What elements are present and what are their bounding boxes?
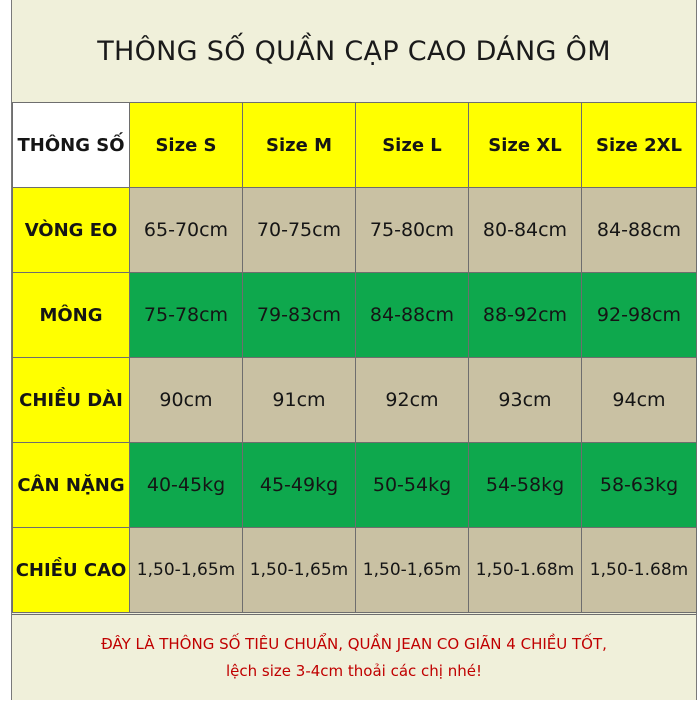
table-cell: 75-78cm [129,272,243,358]
table-cell: 94cm [581,357,697,443]
table-cell: 92cm [355,357,469,443]
row-label: CHIỀU CAO [12,527,130,613]
table-cell: 1,50-1.68m [468,527,582,613]
table-cell: 1,50-1,65m [242,527,356,613]
size-header: Size S [129,102,243,188]
row-label: CHIỀU DÀI [12,357,130,443]
table-cell: 88-92cm [468,272,582,358]
footnote-line-2: lệch size 3-4cm thoải các chị nhé! [226,662,482,680]
table-row: CHIỀU DÀI 90cm 91cm 92cm 93cm 94cm [12,357,697,443]
table-header-row: THÔNG SỐ Size S Size M Size L Size XL Si… [12,102,697,188]
footnote-line-1: ĐÂY LÀ THÔNG SỐ TIÊU CHUẨN, QUẦN JEAN CO… [101,635,607,653]
table-cell: 79-83cm [242,272,356,358]
header-corner-cell: THÔNG SỐ [12,102,130,188]
table-row: MÔNG 75-78cm 79-83cm 84-88cm 88-92cm 92-… [12,272,697,358]
size-header: Size L [355,102,469,188]
size-header: Size 2XL [581,102,697,188]
chart-title: THÔNG SỐ QUẦN CẠP CAO DÁNG ÔM [97,35,611,67]
table-cell: 54-58kg [468,442,582,528]
table-cell: 1,50-1.68m [581,527,697,613]
table-row: CÂN NẶNG 40-45kg 45-49kg 50-54kg 54-58kg… [12,442,697,528]
table-cell: 1,50-1,65m [129,527,243,613]
size-header: Size XL [468,102,582,188]
table-cell: 45-49kg [242,442,356,528]
table-cell: 75-80cm [355,187,469,273]
table-cell: 91cm [242,357,356,443]
size-header: Size M [242,102,356,188]
table-cell: 90cm [129,357,243,443]
table-row: VÒNG EO 65-70cm 70-75cm 75-80cm 80-84cm … [12,187,697,273]
table-cell: 92-98cm [581,272,697,358]
table-cell: 50-54kg [355,442,469,528]
table-cell: 84-88cm [581,187,697,273]
table-cell: 65-70cm [129,187,243,273]
row-label: CÂN NẶNG [12,442,130,528]
table-cell: 84-88cm [355,272,469,358]
table-cell: 1,50-1,65m [355,527,469,613]
table-cell: 40-45kg [129,442,243,528]
size-table: THÔNG SỐ Size S Size M Size L Size XL Si… [12,102,697,613]
row-label: MÔNG [12,272,130,358]
row-label: VÒNG EO [12,187,130,273]
table-cell: 93cm [468,357,582,443]
table-cell: 58-63kg [581,442,697,528]
size-chart-panel: THÔNG SỐ QUẦN CẠP CAO DÁNG ÔM THÔNG SỐ S… [11,0,697,700]
table-row: CHIỀU CAO 1,50-1,65m 1,50-1,65m 1,50-1,6… [12,527,697,613]
table-cell: 80-84cm [468,187,582,273]
table-cell: 70-75cm [242,187,356,273]
footnote: ĐÂY LÀ THÔNG SỐ TIÊU CHUẨN, QUẦN JEAN CO… [12,614,696,701]
